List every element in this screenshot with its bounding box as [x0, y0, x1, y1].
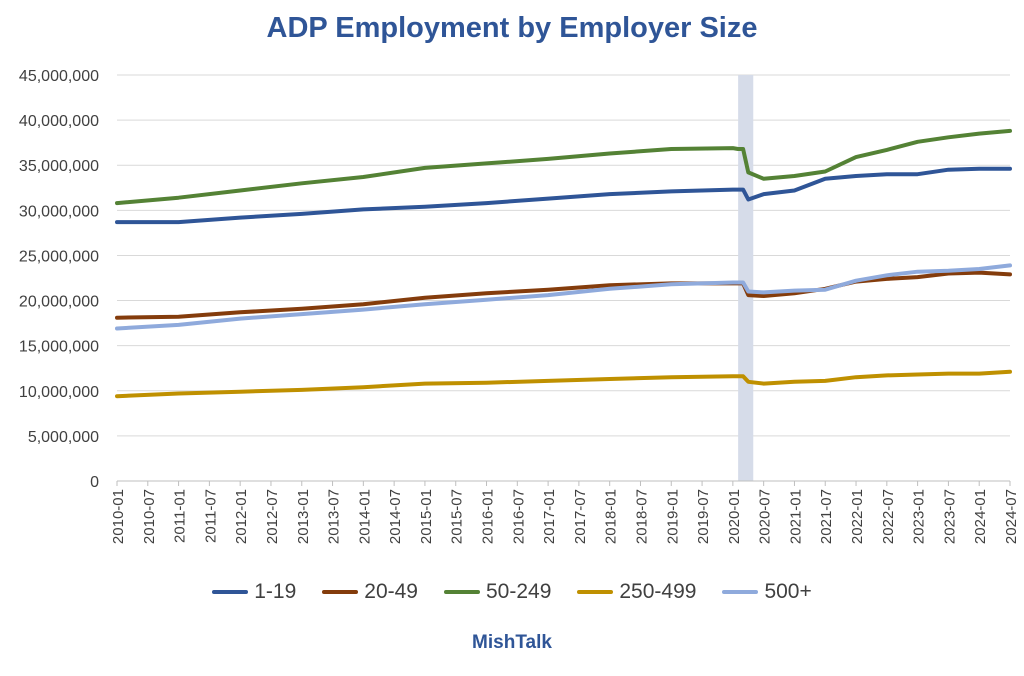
- x-tick-label: 2017-01: [541, 489, 558, 544]
- footer-brand: MishTalk: [472, 632, 552, 653]
- y-tick-labels: 0 5,000,000 10,000,000 15,000,000 20,000,000…: [19, 68, 99, 491]
- chart-title: ADP Employment by Employer Size: [266, 12, 758, 44]
- y-tick-label: 15,000,000: [19, 339, 99, 356]
- y-tick-label: 5,000,000: [28, 429, 99, 446]
- legend-label: 500+: [764, 580, 812, 603]
- legend-swatch: [212, 590, 249, 594]
- x-tick-label: 2022-07: [880, 489, 897, 544]
- legend-item: 1-19: [212, 580, 296, 604]
- legend-label: 20-49: [364, 580, 418, 603]
- x-tick-label: 2013-07: [326, 489, 343, 544]
- x-tick-label: 2015-07: [449, 489, 466, 544]
- x-tick-label: 2019-07: [695, 489, 712, 544]
- legend-item: 50-249: [443, 580, 552, 604]
- x-tick-label: 2010-07: [141, 489, 158, 544]
- axes: [116, 480, 1011, 486]
- series-line-500+: [115, 263, 1012, 331]
- x-tick-label: 2011-01: [172, 489, 189, 543]
- x-tick-label: 2023-07: [941, 489, 958, 544]
- series-line-1-19: [115, 166, 1012, 225]
- x-tick-label: 2020-07: [757, 489, 774, 544]
- y-tick-label: 10,000,000: [19, 384, 99, 401]
- x-tick-label: 2022-01: [849, 489, 866, 544]
- series-line-250-499: [115, 369, 1012, 399]
- y-tick-label: 0: [90, 474, 99, 491]
- legend-label: 1-19: [254, 580, 297, 603]
- series-line-50-249: [115, 128, 1012, 206]
- x-tick-label: 2018-01: [603, 489, 620, 544]
- legend-item: 250-499: [577, 580, 696, 604]
- recession-shade: [738, 75, 754, 481]
- legend: 1-19 20-49 50-249 250-499 500+: [0, 580, 1024, 604]
- x-tick-label: 2019-01: [664, 489, 681, 544]
- x-tick-label: 2020-01: [726, 489, 743, 544]
- x-tick-label: 2015-01: [418, 489, 435, 544]
- legend-label: 50-249: [485, 580, 552, 603]
- x-tick-label: 2018-07: [633, 489, 650, 544]
- y-tick-label: 30,000,000: [19, 203, 99, 220]
- legend-label: 250-499: [619, 580, 697, 603]
- series-lines: [115, 128, 1012, 399]
- x-tick-labels: 2010-01 2010-07 2011-01 2011-07 2012-01 2012-…: [110, 489, 1020, 544]
- x-tick-label: 2021-07: [818, 489, 835, 544]
- x-tick-label: 2010-01: [110, 489, 127, 544]
- x-tick-label: 2014-01: [356, 489, 373, 544]
- legend-item: 20-49: [322, 580, 418, 604]
- legend-swatch: [322, 590, 359, 594]
- legend-swatch: [443, 590, 480, 594]
- y-tick-label: 35,000,000: [19, 158, 99, 175]
- x-tick-label: 2021-01: [787, 489, 804, 544]
- y-tick-label: 25,000,000: [19, 248, 99, 265]
- x-tick-label: 2014-07: [387, 489, 404, 544]
- x-tick-label: 2023-01: [911, 489, 928, 544]
- x-tick-label: 2016-07: [510, 489, 527, 544]
- x-tick-label: 2013-01: [295, 489, 312, 544]
- x-tick-label: 2024-07: [1003, 489, 1020, 544]
- y-tick-label: 40,000,000: [19, 113, 99, 130]
- x-tick-label: 2012-07: [264, 489, 281, 544]
- y-tick-label: 20,000,000: [19, 294, 99, 311]
- y-tick-label: 45,000,000: [19, 68, 99, 85]
- legend-item: 500+: [722, 580, 812, 604]
- x-tick-label: 2012-01: [233, 489, 250, 544]
- x-tick-label: 2011-07: [202, 489, 219, 543]
- x-tick-label: 2024-01: [972, 489, 989, 544]
- legend-swatch: [722, 590, 759, 594]
- legend-swatch: [577, 590, 614, 594]
- shaded-period: [738, 75, 754, 481]
- x-tick-label: 2017-07: [572, 489, 589, 544]
- x-tick-label: 2016-01: [480, 489, 497, 544]
